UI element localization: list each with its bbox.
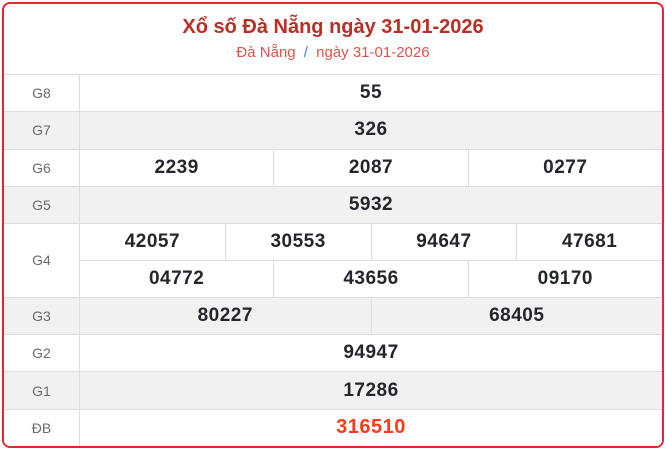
prize-value: 2239 <box>80 149 275 186</box>
prize-value: 55 <box>359 82 383 104</box>
prize-row-g6: G6 2239 2087 0277 <box>4 149 662 187</box>
prize-label-g3: G3 <box>4 297 80 335</box>
prize-label-g8: G8 <box>4 75 80 112</box>
prize-value: 326 <box>354 119 388 141</box>
prize-row-g5: G5 5932 <box>4 186 662 225</box>
breadcrumb-separator: / <box>303 44 308 61</box>
prize-label-db: ĐB <box>4 409 80 446</box>
breadcrumb-date-link[interactable]: ngày 31-01-2026 <box>316 44 430 61</box>
prize-value: 17286 <box>343 379 399 401</box>
prize-row-g8: G8 55 <box>4 75 662 113</box>
prize-value: 94647 <box>372 224 518 260</box>
prize-label-g7: G7 <box>4 112 80 149</box>
prize-value: 5932 <box>348 194 394 216</box>
prize-label-g5: G5 <box>4 186 80 224</box>
prize-label-g2: G2 <box>4 335 80 372</box>
prize-value: 0277 <box>543 156 588 178</box>
prize-value: 80227 <box>80 297 372 335</box>
prize-value: 04772 <box>80 260 275 297</box>
prize-value: 42057 <box>80 224 226 260</box>
prize-row-g1: G1 17286 <box>4 372 662 410</box>
prize-row-db: ĐB 316510 <box>4 409 662 446</box>
results-table: G8 55 G7 326 G6 2239 2087 0277 G5 5932 <box>4 74 662 446</box>
prize-row-g4: G4 42057 30553 94647 47681 04772 43656 0… <box>4 224 662 298</box>
prize-value: 09170 <box>537 267 593 289</box>
card-header: Xổ số Đà Nẵng ngày 31-01-2026 Đà Nẵng / … <box>4 4 662 74</box>
prize-value: 43656 <box>274 260 469 297</box>
special-prize-value: 316510 <box>336 416 406 439</box>
prize-row-g2: G2 94947 <box>4 335 662 373</box>
page-title: Xổ số Đà Nẵng ngày 31-01-2026 <box>182 16 484 38</box>
prize-row-g3: G3 80227 68405 <box>4 297 662 336</box>
prize-value: 94947 <box>343 342 399 364</box>
prize-value: 68405 <box>489 304 545 326</box>
breadcrumb: Đà Nẵng / ngày 31-01-2026 <box>4 43 662 63</box>
breadcrumb-region-link[interactable]: Đà Nẵng <box>236 44 296 61</box>
prize-value: 47681 <box>561 231 618 253</box>
prize-value: 30553 <box>226 224 372 260</box>
prize-value: 2087 <box>274 149 469 186</box>
prize-label-g4: G4 <box>4 224 80 297</box>
prize-label-g6: G6 <box>4 149 80 186</box>
prize-row-g7: G7 326 <box>4 112 662 150</box>
prize-label-g1: G1 <box>4 372 80 409</box>
